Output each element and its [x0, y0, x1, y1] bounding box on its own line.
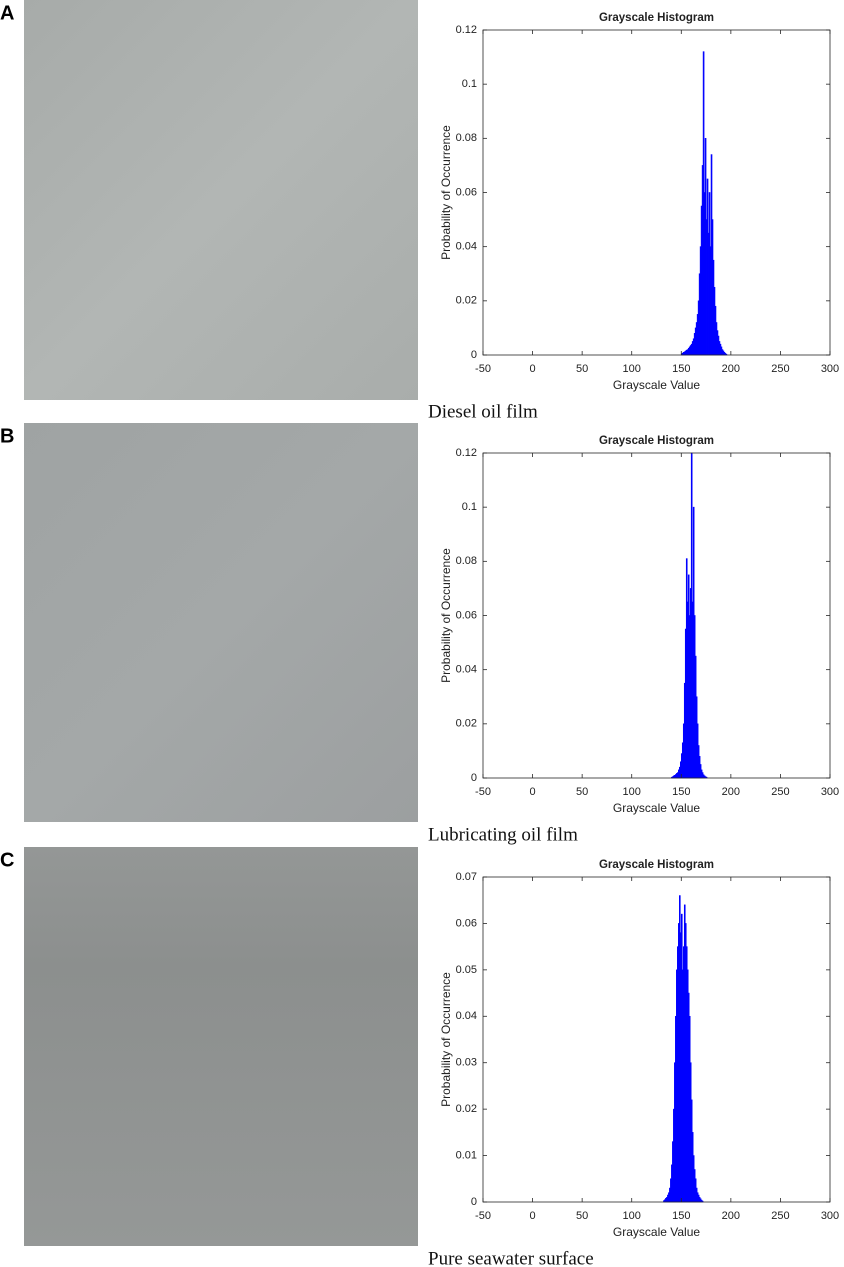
- y-tick-label: 0.06: [456, 917, 477, 929]
- x-tick-label: 150: [672, 786, 690, 798]
- y-tick-label: 0.03: [456, 1057, 477, 1069]
- x-tick-label: 200: [722, 363, 740, 375]
- x-tick-label: -50: [475, 363, 491, 375]
- x-tick-label: 0: [530, 363, 536, 375]
- y-axis-label: Probability of Occurrence: [439, 125, 453, 260]
- x-tick-label: -50: [475, 786, 491, 798]
- x-tick-label: 250: [771, 786, 789, 798]
- x-tick-label: 100: [623, 1210, 641, 1222]
- y-tick-label: 0.04: [456, 241, 477, 253]
- x-tick-label: 50: [576, 786, 588, 798]
- x-tick-label: 300: [821, 786, 839, 798]
- x-tick-label: 300: [821, 363, 839, 375]
- plot-area: [483, 30, 830, 355]
- plot-area: [483, 453, 830, 778]
- caption: Pure seawater surface: [428, 1248, 594, 1267]
- panel-label: C: [0, 849, 14, 871]
- y-tick-label: 0.05: [456, 964, 477, 976]
- photo: [24, 847, 418, 1246]
- y-tick-label: 0.04: [456, 1010, 477, 1022]
- panel-label: A: [0, 2, 14, 24]
- y-tick-label: 0.02: [456, 295, 477, 307]
- x-tick-label: 0: [530, 1210, 536, 1222]
- x-tick-label: 250: [771, 1210, 789, 1222]
- y-tick-label: 0.08: [456, 132, 477, 144]
- y-tick-label: 0: [471, 349, 477, 361]
- x-tick-label: 100: [623, 363, 641, 375]
- photo: [24, 0, 418, 400]
- chart-title: Grayscale Histogram: [599, 859, 714, 871]
- x-axis-label: Grayscale Value: [613, 378, 700, 392]
- chart-title: Grayscale Histogram: [599, 12, 714, 24]
- y-tick-label: 0: [471, 1196, 477, 1208]
- y-tick-label: 0.07: [456, 871, 477, 883]
- y-tick-label: 0.02: [456, 1103, 477, 1115]
- x-tick-label: 0: [530, 786, 536, 798]
- x-tick-label: 100: [623, 786, 641, 798]
- y-tick-label: 0.02: [456, 718, 477, 730]
- x-tick-label: 200: [722, 786, 740, 798]
- y-tick-label: 0.06: [456, 609, 477, 621]
- x-tick-label: 200: [722, 1210, 740, 1222]
- x-axis-label: Grayscale Value: [613, 801, 700, 815]
- x-tick-label: 150: [672, 1210, 690, 1222]
- caption: Diesel oil film: [428, 401, 538, 422]
- panel-label: B: [0, 425, 14, 447]
- y-tick-label: 0: [471, 772, 477, 784]
- x-tick-label: 150: [672, 363, 690, 375]
- x-tick-label: -50: [475, 1210, 491, 1222]
- photo: [24, 423, 418, 822]
- y-tick-label: 0.12: [456, 24, 477, 36]
- y-tick-label: 0.12: [456, 447, 477, 459]
- plot-area: [483, 877, 830, 1202]
- y-tick-label: 0.04: [456, 664, 477, 676]
- chart-title: Grayscale Histogram: [599, 435, 714, 447]
- axes-frame: [482, 876, 831, 1203]
- caption: Lubricating oil film: [428, 824, 578, 845]
- y-tick-label: 0.01: [456, 1149, 477, 1161]
- y-axis-label: Probability of Occurrence: [439, 972, 453, 1107]
- x-tick-label: 250: [771, 363, 789, 375]
- x-tick-label: 50: [576, 363, 588, 375]
- y-axis-label: Probability of Occurrence: [439, 548, 453, 683]
- x-tick-label: 50: [576, 1210, 588, 1222]
- y-tick-label: 0.1: [462, 501, 477, 513]
- x-tick-label: 300: [821, 1210, 839, 1222]
- x-axis-label: Grayscale Value: [613, 1225, 700, 1239]
- y-tick-label: 0.06: [456, 186, 477, 198]
- y-tick-label: 0.08: [456, 555, 477, 567]
- y-tick-label: 0.1: [462, 78, 477, 90]
